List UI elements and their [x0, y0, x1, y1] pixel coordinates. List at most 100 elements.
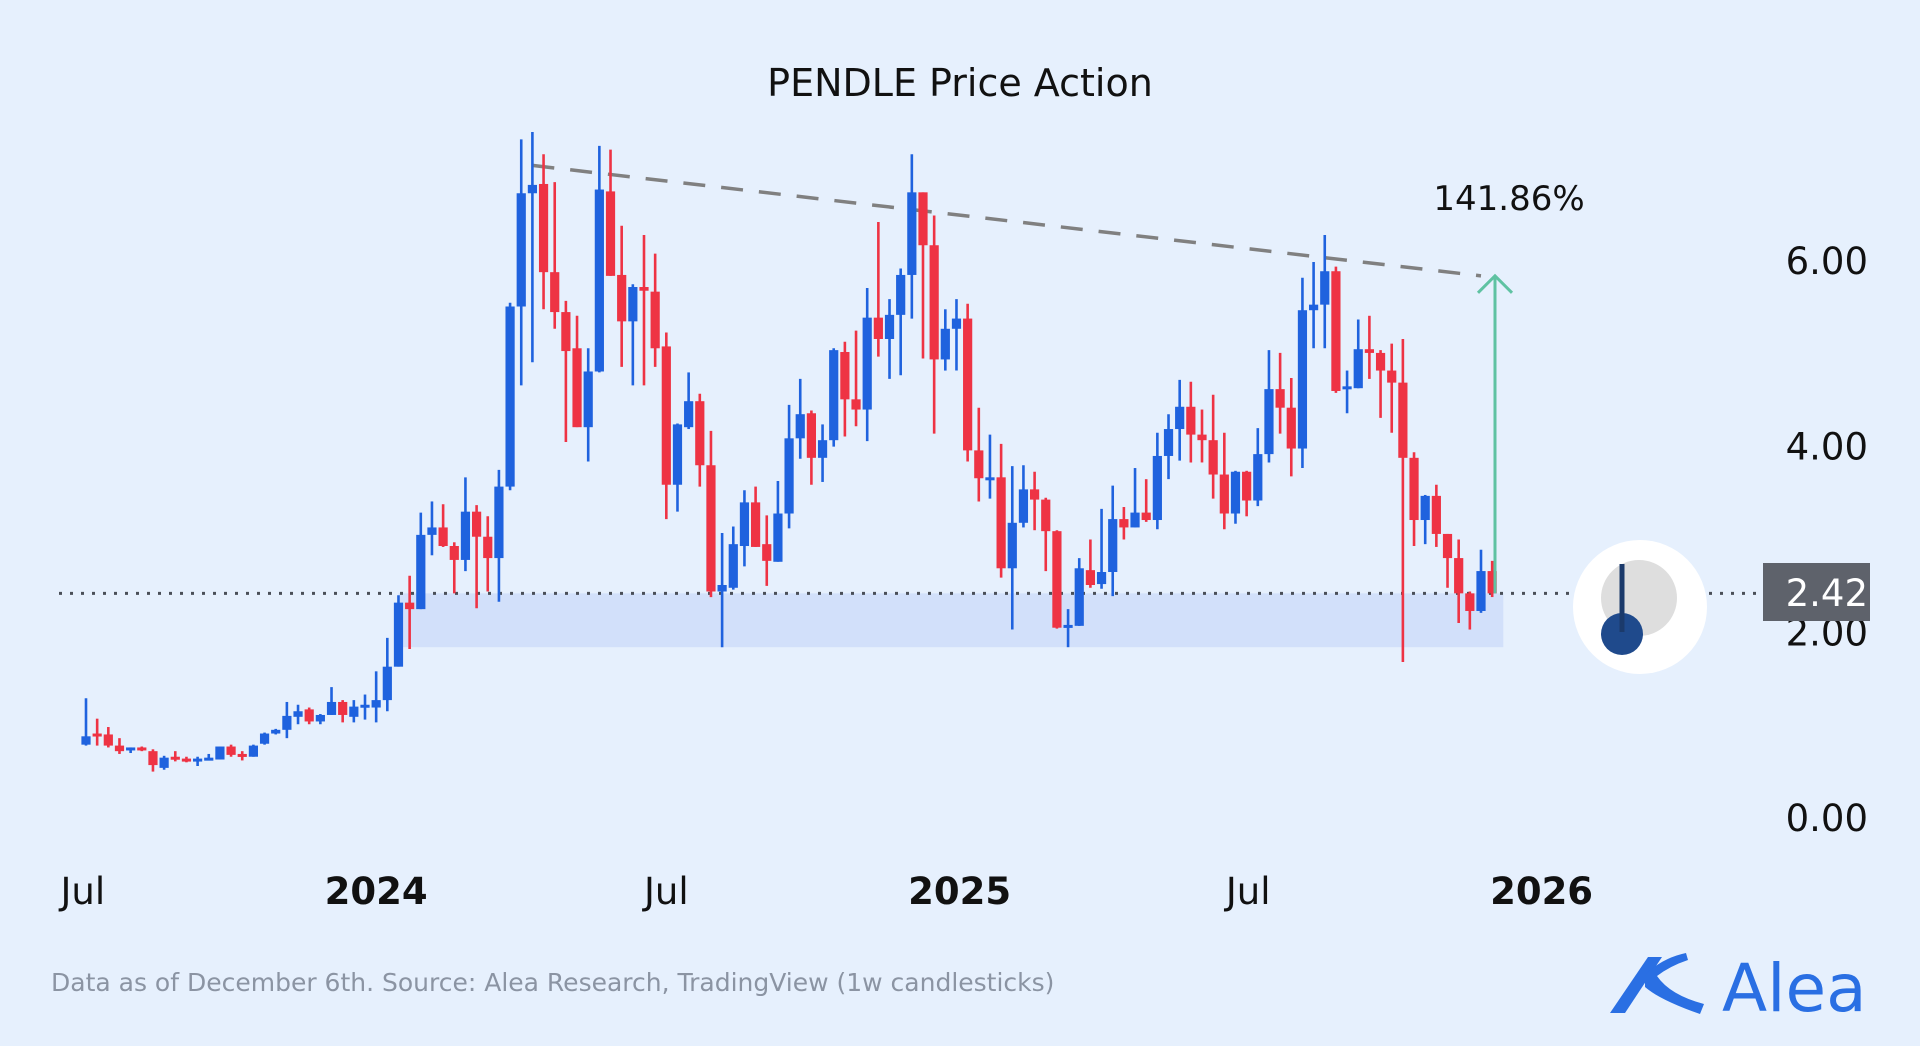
- candle-body: [427, 527, 437, 535]
- candle: [215, 746, 225, 760]
- candle-body: [1253, 454, 1263, 501]
- candle: [1152, 432, 1162, 530]
- candle: [1387, 343, 1397, 433]
- candle-body: [1041, 499, 1051, 532]
- candle: [271, 728, 281, 735]
- candle-body: [282, 715, 292, 730]
- candle: [1320, 235, 1330, 349]
- candle-body: [996, 477, 1006, 569]
- y-tick-label: 0.00: [1786, 797, 1868, 840]
- candle: [527, 131, 537, 363]
- candle: [427, 501, 437, 556]
- candle-body: [360, 704, 370, 708]
- candles: [81, 131, 1497, 772]
- candle: [550, 182, 560, 329]
- candle-body: [695, 401, 705, 466]
- candle: [259, 732, 270, 745]
- candle: [583, 348, 593, 462]
- candle-body: [215, 746, 225, 760]
- target-arrow-head: [1476, 273, 1514, 294]
- candle: [594, 145, 604, 373]
- candle: [817, 424, 828, 482]
- candle-body: [1007, 522, 1017, 569]
- candle: [1085, 539, 1095, 588]
- candle-body: [963, 318, 973, 451]
- candle-body: [1465, 593, 1475, 611]
- candle-body: [1409, 457, 1419, 521]
- candle-body: [1030, 489, 1040, 500]
- candle: [840, 341, 850, 437]
- candle: [1052, 530, 1062, 629]
- candle-body: [951, 318, 962, 329]
- candle: [1119, 507, 1129, 540]
- candle: [416, 512, 426, 610]
- candle-body: [92, 733, 102, 737]
- alea-logo-mark-icon: [1610, 957, 1662, 1013]
- candle-body: [717, 584, 727, 592]
- candle: [650, 253, 660, 367]
- support-zone: [398, 593, 1504, 648]
- candle-body: [494, 486, 504, 559]
- candle: [114, 738, 125, 754]
- candle: [126, 747, 136, 754]
- candle: [929, 215, 939, 434]
- candle: [159, 755, 169, 770]
- candle-body: [338, 701, 348, 715]
- candle-body: [349, 706, 359, 717]
- target-arrow-layer: [1476, 273, 1514, 594]
- candle-body: [438, 527, 448, 547]
- candle-body: [315, 714, 325, 722]
- candle-body: [784, 438, 794, 514]
- candle-body: [583, 371, 593, 428]
- candle: [1074, 558, 1084, 626]
- candle-body: [594, 189, 604, 372]
- candle: [248, 744, 258, 757]
- candle-body: [516, 193, 526, 307]
- candle-body: [1119, 519, 1129, 528]
- candle-body: [1375, 352, 1386, 371]
- candle: [81, 698, 91, 746]
- candle: [795, 378, 805, 459]
- candle: [873, 222, 883, 357]
- candle-body: [572, 348, 582, 428]
- candle-body: [561, 312, 571, 352]
- candle: [862, 287, 872, 442]
- candle: [706, 430, 716, 598]
- candle-body: [907, 192, 917, 275]
- candle: [907, 154, 917, 319]
- candle: [1163, 414, 1174, 480]
- candle: [1487, 560, 1497, 598]
- candle-body: [226, 746, 236, 755]
- candle-body: [1074, 568, 1084, 626]
- candle-body: [527, 184, 537, 194]
- replay-indicator-icon: [1573, 540, 1707, 674]
- candle-body: [304, 709, 314, 722]
- candle-body: [538, 183, 549, 273]
- candle: [1375, 350, 1386, 418]
- candle: [516, 139, 526, 386]
- candle-body: [1420, 495, 1430, 521]
- chart-title: PENDLE Price Action: [767, 61, 1153, 105]
- x-tick-label: 2025: [908, 870, 1011, 913]
- candle: [1208, 394, 1218, 499]
- last-price-box: [1763, 563, 1870, 621]
- candle-body: [1096, 572, 1107, 585]
- candle: [338, 700, 348, 723]
- candle-body: [1219, 474, 1229, 514]
- candle-body: [271, 729, 281, 734]
- candle-body: [460, 511, 471, 560]
- candle: [672, 423, 683, 512]
- candle-body: [449, 546, 459, 560]
- candle: [806, 410, 816, 485]
- candle: [717, 533, 727, 648]
- candle-body: [940, 328, 950, 360]
- candle: [985, 434, 995, 499]
- candle-body: [248, 745, 258, 757]
- trendline: [532, 163, 1482, 278]
- candle-body: [762, 544, 772, 561]
- candle-body: [1431, 495, 1441, 534]
- candle-body: [550, 272, 560, 313]
- candle-body: [1442, 533, 1453, 559]
- candle: [371, 671, 381, 723]
- candle: [1331, 266, 1341, 393]
